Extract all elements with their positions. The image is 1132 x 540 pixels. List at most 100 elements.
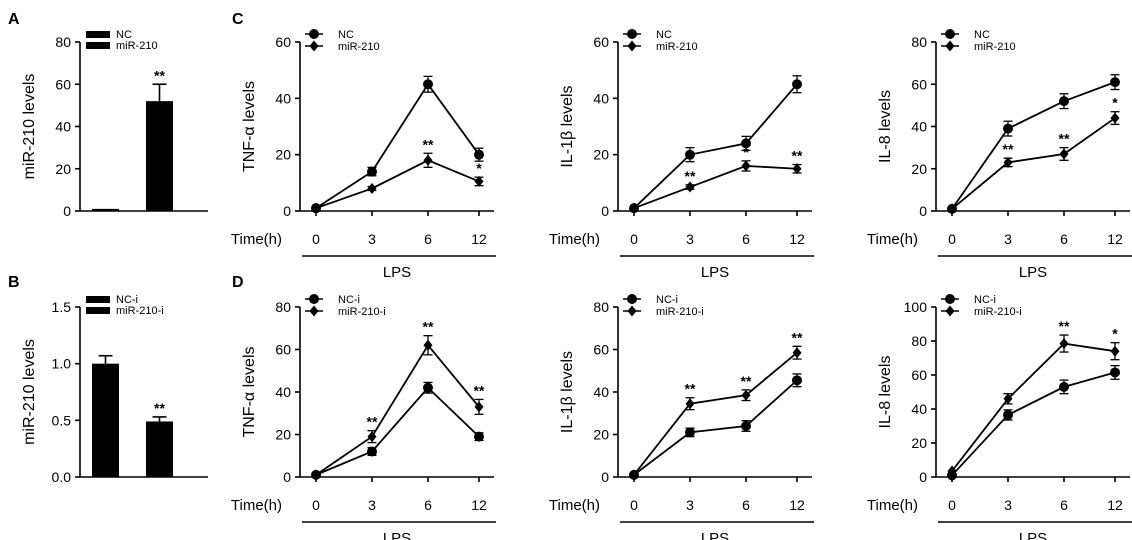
x-tick-label: 0	[630, 231, 638, 247]
series-line	[951, 371, 1116, 476]
y-tick-label: 20	[275, 427, 291, 443]
legend-label: NC-i	[116, 294, 138, 306]
data-point-circle	[741, 138, 751, 149]
y-tick-label: 0	[919, 469, 927, 485]
bar	[92, 363, 119, 477]
data-point-circle	[1059, 96, 1069, 107]
significance-marker: *	[1112, 326, 1118, 342]
x-tick-label: 12	[789, 231, 805, 247]
data-point-diamond	[367, 182, 377, 194]
data-point-diamond	[792, 163, 802, 175]
x-tick-label: 6	[742, 497, 750, 513]
x-axis-prefix-label: Time(h)	[231, 231, 282, 248]
data-point-diamond	[311, 202, 321, 214]
significance-marker: **	[367, 414, 378, 430]
data-point-diamond	[945, 305, 955, 317]
y-axis-label: miR-210 levels	[21, 74, 38, 180]
x-tick-label: 6	[1060, 497, 1068, 513]
bar	[146, 421, 173, 477]
y-tick-label: 40	[593, 384, 609, 400]
x-tick-label: 3	[1004, 497, 1012, 513]
legend-swatch	[86, 31, 110, 38]
series-line	[315, 82, 480, 209]
y-tick-label: 20	[275, 147, 291, 163]
significance-marker: **	[685, 381, 696, 397]
data-point-diamond	[629, 469, 639, 481]
panel-letter: A	[8, 11, 20, 28]
data-point-circle	[474, 431, 484, 442]
data-point-diamond	[1110, 112, 1120, 124]
data-point-diamond	[1059, 338, 1069, 350]
legend-label: NC-i	[656, 294, 678, 306]
y-axis-label: miR-210 levels	[21, 339, 38, 445]
legend-swatch	[86, 42, 110, 49]
x-tick-label: 12	[1107, 497, 1123, 513]
y-tick-label: 40	[275, 90, 291, 106]
y-tick-label: 20	[593, 427, 609, 443]
y-tick-label: 80	[911, 34, 927, 50]
data-point-diamond	[629, 202, 639, 214]
legend-label: NC	[116, 29, 132, 41]
x-tick-label: 12	[471, 231, 487, 247]
significance-marker: **	[792, 329, 803, 345]
y-tick-label: 0.0	[52, 469, 72, 485]
y-axis-label: TNF-α levels	[241, 346, 258, 437]
legend-label: NC	[338, 29, 354, 41]
significance-marker: **	[154, 67, 165, 83]
line-chart-D2: 0 20 40 60 80 IL-1β levels 0 3 6 12 Time(h) LPS ** **…	[549, 294, 814, 540]
data-point-diamond	[309, 40, 319, 52]
series-line	[951, 342, 1116, 472]
data-point-circle	[367, 446, 377, 457]
legend-label: miR-210	[974, 41, 1016, 53]
data-point-circle	[1110, 77, 1120, 88]
y-tick-label: 80	[911, 333, 927, 349]
significance-marker: **	[1059, 318, 1070, 334]
data-point-diamond	[627, 40, 637, 52]
data-point-circle	[423, 79, 433, 90]
panel-letter: B	[8, 274, 20, 291]
x-axis-prefix-label: Time(h)	[549, 231, 600, 248]
x-tick-label: 12	[1107, 231, 1123, 247]
data-point-diamond	[367, 431, 377, 443]
y-tick-label: 40	[275, 384, 291, 400]
data-point-circle	[367, 166, 377, 177]
y-tick-label: 60	[911, 367, 927, 383]
data-point-circle	[1059, 381, 1069, 392]
group-label: LPS	[701, 530, 729, 540]
series-line	[633, 165, 798, 210]
x-tick-label: 3	[368, 497, 376, 513]
y-tick-label: 0	[283, 469, 291, 485]
significance-marker: **	[1003, 141, 1014, 157]
significance-marker: **	[1059, 131, 1070, 147]
y-tick-label: 80	[275, 299, 291, 315]
x-axis-prefix-label: Time(h)	[549, 497, 600, 514]
data-point-diamond	[1003, 393, 1013, 405]
series-line	[633, 379, 798, 476]
legend-swatch	[86, 296, 110, 303]
y-axis-label: IL-1β levels	[559, 85, 576, 167]
data-point-circle	[1003, 123, 1013, 134]
data-point-circle	[627, 294, 637, 304]
data-point-circle	[685, 149, 695, 160]
data-point-circle	[474, 149, 484, 160]
y-tick-label: 0	[601, 469, 609, 485]
series-line	[633, 351, 798, 476]
legend-label: NC	[974, 29, 990, 41]
x-tick-label: 3	[1004, 231, 1012, 247]
group-label: LPS	[1019, 264, 1047, 281]
significance-marker: **	[685, 168, 696, 184]
group-label: LPS	[383, 264, 411, 281]
y-tick-label: 0	[283, 203, 291, 219]
y-tick-label: 60	[593, 342, 609, 358]
group-label: LPS	[1019, 530, 1047, 540]
series-line	[315, 386, 480, 476]
data-point-diamond	[1110, 345, 1120, 357]
significance-marker: *	[743, 144, 749, 160]
x-tick-label: 0	[630, 497, 638, 513]
x-tick-label: 6	[1060, 231, 1068, 247]
y-tick-label: 20	[55, 161, 71, 177]
